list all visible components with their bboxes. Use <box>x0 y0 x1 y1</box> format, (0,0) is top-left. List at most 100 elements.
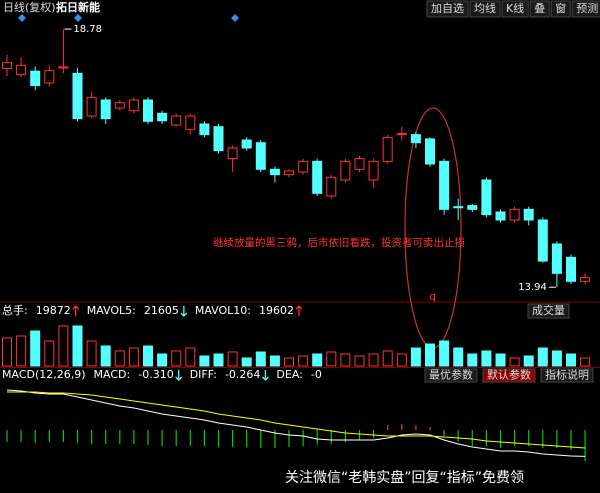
volume-bar <box>58 325 69 367</box>
candle-body <box>382 136 393 162</box>
annotation: 继续放量的黑三鸦，后市依旧看跌，投资者可卖出止损 <box>213 236 465 249</box>
button-label[interactable]: 加自选 <box>431 2 464 15</box>
volume-bar <box>2 337 12 367</box>
candle-body <box>2 62 12 70</box>
button-label[interactable]: 最优参数 <box>429 368 473 382</box>
button[interactable] <box>571 0 600 18</box>
candle-body <box>326 176 337 197</box>
button[interactable] <box>540 368 594 383</box>
volume-bar <box>453 347 464 367</box>
candle-body <box>453 206 464 209</box>
candle-body <box>368 160 379 181</box>
marker-label: q <box>429 290 436 303</box>
volume-bar <box>157 353 168 367</box>
candle-body <box>199 123 210 136</box>
readout-value: -0.264 <box>225 368 260 381</box>
high-label: 18.78 <box>73 24 102 35</box>
candle-body <box>509 208 520 221</box>
readout-name: MAVOL10: <box>195 304 251 317</box>
readout-name: MACD: <box>94 368 131 381</box>
candle-body <box>439 160 450 210</box>
macd-line <box>7 391 586 449</box>
volume-bar <box>100 345 111 367</box>
candle-body <box>269 168 280 176</box>
macd-title: MACD(12,26,9) <box>2 368 86 381</box>
candle-body <box>467 205 478 210</box>
volume-bar <box>30 330 41 367</box>
volume-bar <box>439 340 450 367</box>
button[interactable] <box>426 0 469 18</box>
button[interactable] <box>482 368 536 383</box>
volume-bar <box>227 351 238 367</box>
candle-body <box>495 211 506 221</box>
candle-body <box>227 147 238 160</box>
volume-bar <box>326 351 337 367</box>
trend-arrow <box>72 305 80 316</box>
candle-body <box>16 64 27 75</box>
button-label[interactable]: 预测 <box>576 2 598 15</box>
volume-bar <box>396 353 407 367</box>
volume-bar <box>185 347 196 367</box>
candle-body <box>410 134 421 144</box>
candle-body <box>30 70 41 87</box>
candle-body <box>72 72 83 120</box>
button-label[interactable]: 叠 <box>534 2 545 15</box>
volume-bar <box>241 357 252 367</box>
candle-body <box>255 142 266 170</box>
volume-bar <box>72 325 83 367</box>
button[interactable] <box>550 0 571 18</box>
volume-bar <box>523 355 534 367</box>
button[interactable] <box>424 368 478 383</box>
candle-body <box>340 160 351 181</box>
volume-bar <box>368 353 379 367</box>
button[interactable] <box>501 0 529 18</box>
button[interactable] <box>529 0 550 18</box>
volume-bar <box>213 353 224 367</box>
candle-body <box>100 99 111 120</box>
trend-arrow <box>175 370 183 381</box>
volume-bar <box>298 355 309 367</box>
candle-body <box>481 179 492 216</box>
candle-body <box>312 160 323 194</box>
readout-name: MAVOL5: <box>87 304 136 317</box>
candle-body <box>580 277 591 282</box>
volume-bar <box>269 355 280 367</box>
volume-bar <box>199 355 210 367</box>
volume-bar <box>16 335 27 367</box>
candle-body <box>185 115 196 130</box>
button-label[interactable]: 均线 <box>474 1 496 15</box>
button[interactable] <box>469 0 501 18</box>
trend-arrow <box>261 370 269 381</box>
volume-bar <box>128 347 139 367</box>
volume-bar <box>425 343 435 367</box>
candle-body <box>551 243 562 274</box>
volume-bar <box>354 355 365 367</box>
candle-body <box>241 139 252 149</box>
candle-body <box>143 99 153 122</box>
low-label: 13.94 <box>518 282 547 293</box>
candle-body <box>425 138 435 165</box>
volume-bar <box>171 350 182 367</box>
volume-bar <box>143 345 153 367</box>
candle-body <box>114 102 125 109</box>
button-label[interactable]: 指标说明 <box>545 368 589 382</box>
button[interactable] <box>527 303 570 319</box>
button-label[interactable]: 窗 <box>555 1 566 15</box>
candle-body <box>128 99 139 112</box>
volume-readout: 19872 <box>36 304 71 317</box>
volume-bar <box>340 353 351 367</box>
watermark: 关注微信“老韩实盘”回复“指标”免费领 <box>285 469 524 486</box>
volume-bar <box>551 350 562 367</box>
candle-body <box>354 158 365 170</box>
volume-bar <box>255 351 266 367</box>
button-label[interactable]: K线 <box>506 1 524 15</box>
readout-name: DEA: <box>276 368 302 381</box>
volume-bar <box>566 353 576 367</box>
volume-bar <box>86 340 97 367</box>
volume-bar <box>312 353 323 367</box>
button-label[interactable]: 成交量 <box>532 303 565 317</box>
button-label[interactable]: 默认参数 <box>487 368 531 382</box>
candle-body <box>58 66 69 69</box>
